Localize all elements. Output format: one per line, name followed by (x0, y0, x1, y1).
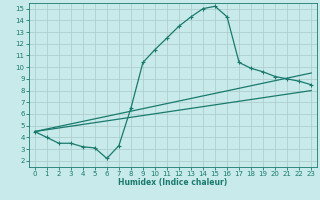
X-axis label: Humidex (Indice chaleur): Humidex (Indice chaleur) (118, 178, 228, 187)
